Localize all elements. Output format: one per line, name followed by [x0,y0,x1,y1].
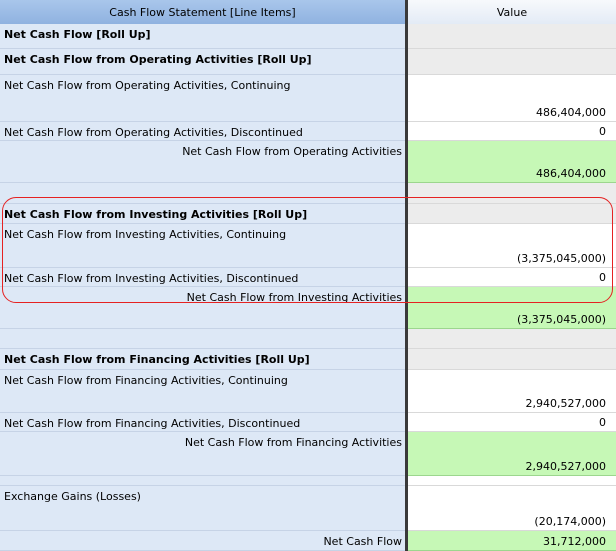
value-cell[interactable]: 31,712,000 [408,531,616,551]
row-label-cell: Net Cash Flow [Roll Up] [0,24,405,49]
row-label: Net Cash Flow from Investing Activities,… [4,272,299,285]
row-label: Net Cash Flow [323,535,402,548]
spacer-value-cell [408,183,616,204]
row-label-cell: Net Cash Flow from Financing Activities … [0,349,405,370]
value-cell[interactable] [408,49,616,75]
value-cell[interactable]: 2,940,527,000 [408,370,616,413]
table-row[interactable]: Exchange Gains (Losses) (20,174,000) [0,486,616,531]
row-label-cell: Net Cash Flow from Operating Activities … [0,49,405,75]
column-divider[interactable] [405,0,408,551]
row-value: (3,375,045,000) [516,252,606,265]
row-label: Net Cash Flow from Operating Activities [182,145,402,158]
row-value: 486,404,000 [536,167,606,180]
row-label: Net Cash Flow from Financing Activities … [4,353,310,366]
spacer-row [0,183,616,204]
row-value: 486,404,000 [536,106,606,119]
row-value: 0 [599,271,606,284]
line-items-column-header[interactable]: Cash Flow Statement [Line Items] [0,0,405,25]
row-label-cell: Net Cash Flow from Investing Activities,… [0,268,405,287]
spacer-value-cell [408,329,616,349]
value-cell[interactable]: (20,174,000) [408,486,616,531]
value-cell[interactable] [408,204,616,224]
table-row[interactable]: Net Cash Flow from Investing Activities,… [0,268,616,287]
table-row[interactable]: Net Cash Flow from Financing Activities … [0,349,616,370]
row-label: Net Cash Flow from Investing Activities [186,291,402,304]
row-label: Net Cash Flow from Investing Activities … [4,208,308,221]
value-cell[interactable] [408,349,616,370]
spacer-row [0,329,616,349]
spacer-label-cell [0,476,405,486]
table-row[interactable]: Net Cash Flow from Operating Activities … [0,141,616,183]
row-label: Net Cash Flow [Roll Up] [4,28,151,41]
row-label-cell: Net Cash Flow from Investing Activities … [0,204,405,224]
value-cell[interactable]: (3,375,045,000) [408,224,616,268]
row-label-cell: Net Cash Flow from Investing Activities,… [0,224,405,268]
row-label: Exchange Gains (Losses) [4,490,141,503]
row-label-cell: Net Cash Flow from Financing Activities [0,432,405,476]
table-row[interactable]: Net Cash Flow from Financing Activities,… [0,370,616,413]
spacer-row [0,476,616,486]
value-cell[interactable]: 2,940,527,000 [408,432,616,476]
table-row[interactable]: Net Cash Flow from Financing Activities,… [0,413,616,432]
table-row[interactable]: Net Cash Flow [Roll Up] [0,24,616,49]
row-label-cell: Net Cash Flow from Investing Activities [0,287,405,329]
row-value: (3,375,045,000) [516,313,606,326]
value-cell[interactable]: (3,375,045,000) [408,287,616,329]
row-label: Net Cash Flow from Investing Activities,… [4,228,287,241]
row-label-cell: Net Cash Flow from Financing Activities,… [0,370,405,413]
row-label: Net Cash Flow from Operating Activities … [4,53,312,66]
row-label-cell: Net Cash Flow from Operating Activities,… [0,75,405,122]
value-cell[interactable]: 0 [408,268,616,287]
table-row[interactable]: Net Cash Flow from Operating Activities,… [0,75,616,122]
table-row[interactable]: Net Cash Flow from Operating Activities … [0,49,616,75]
row-value: 31,712,000 [543,535,606,548]
row-label: Net Cash Flow from Operating Activities,… [4,126,303,139]
value-cell[interactable]: 486,404,000 [408,141,616,183]
row-label: Net Cash Flow from Financing Activities,… [4,417,301,430]
value-cell[interactable]: 486,404,000 [408,75,616,122]
table-row[interactable]: Net Cash Flow from Financing Activities … [0,432,616,476]
table-row[interactable]: Net Cash Flow from Investing Activities … [0,287,616,329]
row-label-cell: Net Cash Flow from Financing Activities,… [0,413,405,432]
row-value: 2,940,527,000 [525,397,606,410]
value-column-header[interactable]: Value [408,0,616,25]
row-value: 0 [599,125,606,138]
row-label: Net Cash Flow from Financing Activities,… [4,374,288,387]
spacer-label-cell [0,183,405,204]
value-cell[interactable] [408,24,616,49]
row-label-cell: Net Cash Flow [0,531,405,551]
row-label: Net Cash Flow from Financing Activities [184,436,402,449]
spacer-label-cell [0,329,405,349]
table-row[interactable]: Net Cash Flow from Operating Activities,… [0,122,616,141]
table-row[interactable]: Net Cash Flow from Investing Activities … [0,204,616,224]
row-label-cell: Net Cash Flow from Operating Activities [0,141,405,183]
row-value: (20,174,000) [534,515,606,528]
value-header-label: Value [496,5,528,19]
table-row[interactable]: Net Cash Flow from Investing Activities,… [0,224,616,268]
row-label-cell: Net Cash Flow from Operating Activities,… [0,122,405,141]
row-value: 0 [599,416,606,429]
value-cell[interactable]: 0 [408,413,616,432]
row-label: Net Cash Flow from Operating Activities,… [4,79,291,92]
row-label-cell: Exchange Gains (Losses) [0,486,405,531]
table-row[interactable]: Net Cash Flow 31,712,000 [0,531,616,551]
line-items-header-label: Cash Flow Statement [Line Items] [109,5,296,19]
value-cell[interactable]: 0 [408,122,616,141]
spacer-value-cell [408,476,616,486]
row-value: 2,940,527,000 [525,460,606,473]
